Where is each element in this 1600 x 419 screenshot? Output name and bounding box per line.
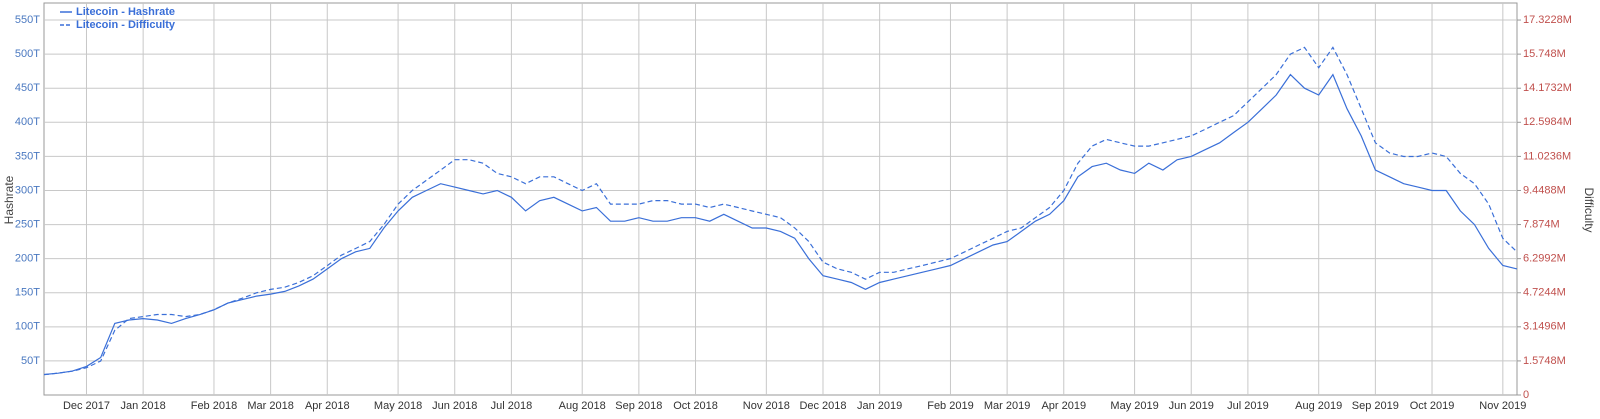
y2-tick-label: 4.7244M: [1523, 287, 1566, 299]
x-tick-label: Aug 2019: [1295, 400, 1342, 412]
plot-frame: [43, 2, 1518, 396]
y2-tick-label: 9.4488M: [1523, 184, 1566, 196]
x-tick-label: Oct 2019: [1410, 400, 1455, 412]
y-tick-label: 250T: [15, 218, 40, 230]
x-tick-label: Dec 2017: [63, 400, 110, 412]
y-tick-label: 350T: [15, 150, 40, 162]
y2-tick-label: 14.1732M: [1523, 82, 1572, 94]
x-tick-label: Oct 2018: [673, 400, 718, 412]
y-tick-label: 100T: [15, 321, 40, 333]
x-tick-label: Feb 2018: [191, 400, 237, 412]
y2-tick-label: 0: [1523, 389, 1529, 401]
x-tick-label: Jan 2018: [121, 400, 166, 412]
x-tick-label: Dec 2018: [799, 400, 846, 412]
x-tick-label: Nov 2019: [1479, 400, 1526, 412]
x-tick-label: Jul 2019: [1227, 400, 1269, 412]
y-tick-label: 150T: [15, 287, 40, 299]
x-tick-label: Nov 2018: [743, 400, 790, 412]
x-tick-label: Sep 2019: [1352, 400, 1399, 412]
y-tick-label: 300T: [15, 184, 40, 196]
y-tick-label: 200T: [15, 253, 40, 265]
y2-tick-label: 12.5984M: [1523, 116, 1572, 128]
y2-axis-title: Difficulty: [1582, 187, 1596, 232]
y2-tick-label: 11.0236M: [1523, 150, 1571, 162]
series-line: [43, 46, 1518, 376]
y-axis-title: Hashrate: [2, 175, 16, 224]
y2-tick-label: 7.874M: [1523, 218, 1560, 230]
x-tick-label: Sep 2018: [615, 400, 662, 412]
y-tick-label: 450T: [15, 82, 40, 94]
x-tick-label: Feb 2019: [927, 400, 973, 412]
y-tick-label: 500T: [15, 48, 40, 60]
y-tick-label: 50T: [21, 355, 40, 367]
y2-tick-label: 6.2992M: [1523, 253, 1566, 265]
y-tick-label: 400T: [15, 116, 40, 128]
x-tick-label: Jul 2018: [491, 400, 533, 412]
x-tick-label: Jun 2019: [1169, 400, 1214, 412]
x-tick-label: Mar 2018: [247, 400, 293, 412]
series-line: [43, 73, 1518, 376]
y2-tick-label: 15.748M: [1523, 48, 1566, 60]
legend-label: Litecoin - Hashrate: [76, 6, 175, 18]
x-tick-label: May 2019: [1110, 400, 1158, 412]
x-tick-label: Jan 2019: [857, 400, 902, 412]
y2-tick-label: 3.1496M: [1523, 321, 1566, 333]
x-tick-label: Jun 2018: [432, 400, 477, 412]
legend-label: Litecoin - Difficulty: [76, 19, 176, 31]
x-tick-label: Apr 2019: [1041, 400, 1086, 412]
y2-tick-label: 1.5748M: [1523, 355, 1566, 367]
x-tick-label: May 2018: [374, 400, 422, 412]
x-tick-label: Apr 2018: [305, 400, 350, 412]
x-tick-label: Mar 2019: [984, 400, 1030, 412]
y-tick-label: 550T: [15, 14, 40, 26]
y2-tick-label: 17.3228M: [1523, 14, 1572, 26]
x-tick-label: Aug 2018: [559, 400, 606, 412]
